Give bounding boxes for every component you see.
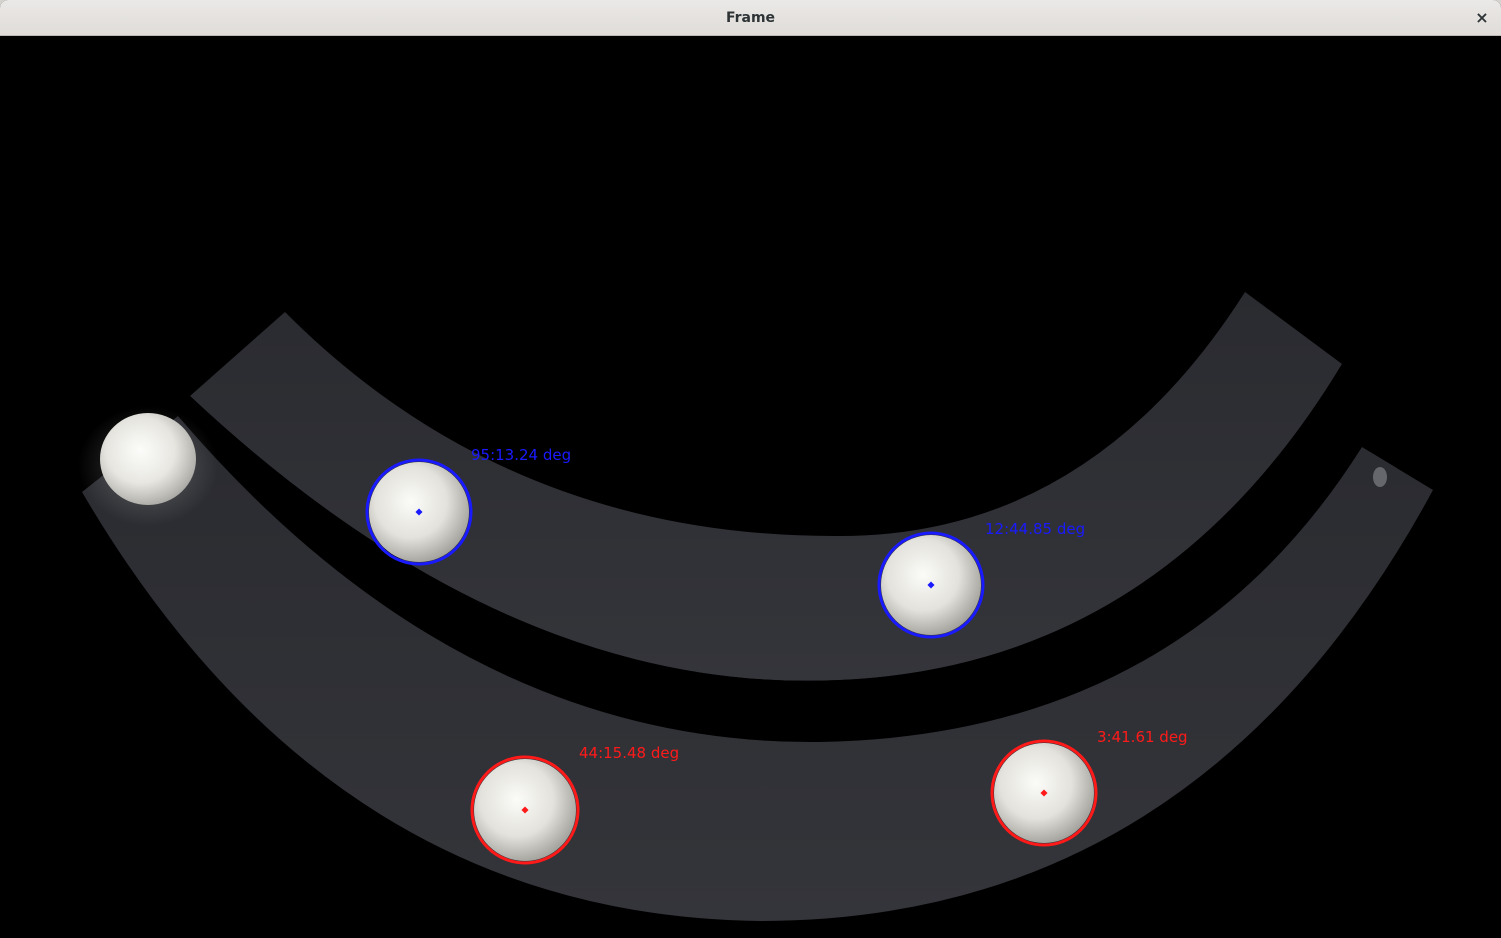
angle-label: 95:13.24 deg [471, 446, 571, 464]
ball-detection-1: 95:13.24 deg [365, 446, 571, 566]
centroid-marker [927, 581, 935, 589]
ball-detection-2: 12:44.85 deg [877, 520, 1085, 639]
camera-image: 95:13.24 deg 12:44.85 deg 44:15.48 deg 3… [78, 292, 1433, 921]
angle-label: 12:44.85 deg [985, 520, 1085, 538]
centroid-marker [415, 508, 423, 516]
partial-ball-glow [78, 406, 218, 526]
angle-label: 44:15.48 deg [579, 744, 679, 762]
edge-reflection [1373, 467, 1387, 487]
close-button[interactable]: × [1475, 8, 1489, 27]
track-gap [176, 364, 1362, 726]
detection-circle [877, 531, 985, 639]
ball-detection-4: 3:41.61 deg [990, 728, 1188, 847]
detection-circle [470, 755, 580, 865]
window-title: Frame [725, 10, 776, 26]
title-bar[interactable]: Frame × [0, 0, 1501, 36]
detection-circle [990, 739, 1098, 847]
angle-label: 3:41.61 deg [1097, 728, 1188, 746]
upper-track [190, 292, 1342, 681]
detection-circle [365, 458, 473, 566]
ball-detection-3: 44:15.48 deg [470, 744, 679, 865]
camera-frame: 95:13.24 deg 12:44.85 deg 44:15.48 deg 3… [0, 36, 1501, 938]
centroid-marker [521, 806, 529, 814]
